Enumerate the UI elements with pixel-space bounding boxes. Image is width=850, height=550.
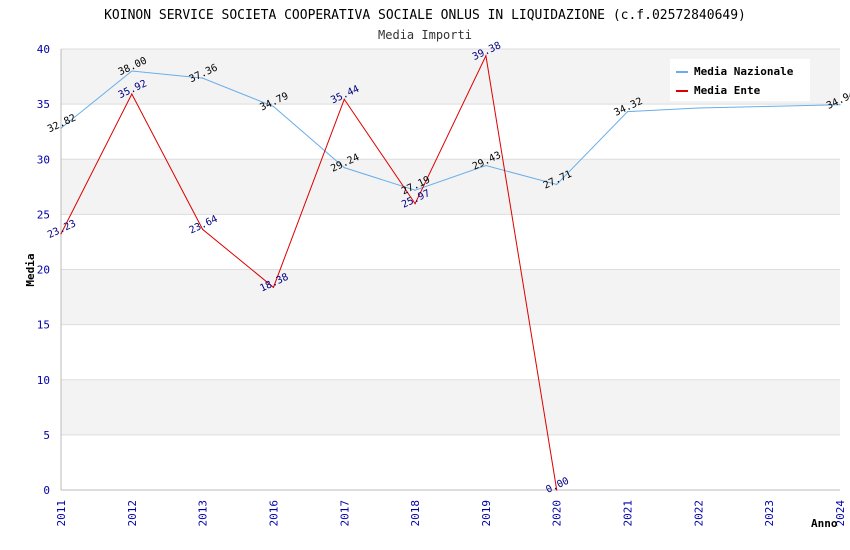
y-tick-label: 10 xyxy=(37,374,50,387)
grid-band xyxy=(61,159,840,215)
y-tick-label: 0 xyxy=(43,484,50,497)
x-tick-label: 2016 xyxy=(267,500,280,527)
x-tick-label: 2017 xyxy=(338,500,351,527)
chart-subtitle: Media Importi xyxy=(378,28,472,42)
y-tick-label: 35 xyxy=(37,98,50,111)
data-point xyxy=(556,489,558,491)
y-tick-label: 30 xyxy=(37,153,50,166)
x-tick-label: 2022 xyxy=(692,500,705,527)
x-tick-label: 2018 xyxy=(409,500,422,527)
data-point xyxy=(414,189,416,191)
x-axis-ticks: 2011 2012 2013 2016 2017 2018 2019 2020 2021 2022… xyxy=(55,500,847,527)
data-point xyxy=(414,203,416,205)
data-point xyxy=(626,111,629,113)
data-point xyxy=(202,228,204,230)
data-point xyxy=(768,105,770,107)
x-tick-label: 2012 xyxy=(126,500,139,527)
x-tick-label: 2019 xyxy=(480,500,493,527)
chart-title: KOINON SERVICE SOCIETA COOPERATIVA SOCIA… xyxy=(104,8,746,23)
data-point xyxy=(839,104,841,106)
series-line-0 xyxy=(60,70,841,191)
x-tick-label: 2013 xyxy=(197,500,210,527)
grid-bands xyxy=(61,49,840,435)
y-tick-label: 40 xyxy=(37,43,50,56)
data-point xyxy=(343,167,345,169)
data-point xyxy=(272,286,275,288)
x-tick-label: 2020 xyxy=(551,500,564,527)
y-tick-label: 15 xyxy=(37,319,50,332)
data-label: 32.82 xyxy=(46,113,78,136)
y-axis-ticks: 0 5 10 15 20 25 30 35 40 xyxy=(37,43,50,497)
x-tick-label: 2011 xyxy=(55,500,68,527)
series-group xyxy=(60,54,841,491)
data-point xyxy=(60,233,62,235)
y-tick-label: 20 xyxy=(37,264,50,277)
x-tick-label: 2024 xyxy=(834,500,847,527)
legend-label-media-nazionale: Media Nazionale xyxy=(694,65,794,78)
series-line-1 xyxy=(60,54,558,491)
data-point xyxy=(485,164,487,167)
data-point xyxy=(485,55,487,57)
data-label: 0.00 xyxy=(544,476,570,496)
data-point xyxy=(60,127,62,129)
data-label: 23.23 xyxy=(46,218,78,241)
data-point xyxy=(343,98,345,100)
data-point xyxy=(697,107,699,109)
grid-band xyxy=(61,379,840,435)
data-point xyxy=(556,183,558,186)
x-axis-label: Anno xyxy=(811,517,838,530)
legend: Media Nazionale Media Ente xyxy=(670,59,810,101)
data-point xyxy=(202,77,204,79)
data-point xyxy=(131,93,133,95)
y-axis-label: Media xyxy=(24,253,37,286)
legend-box xyxy=(670,59,810,101)
y-tick-label: 5 xyxy=(43,429,50,442)
grid-band xyxy=(61,269,840,325)
y-tick-label: 25 xyxy=(37,208,50,221)
legend-label-media-ente: Media Ente xyxy=(694,84,761,97)
x-tick-label: 2021 xyxy=(622,500,635,527)
data-label: 23.64 xyxy=(188,214,220,237)
x-tick-label: 2023 xyxy=(763,500,776,527)
data-point xyxy=(131,70,133,72)
data-point xyxy=(272,105,275,108)
